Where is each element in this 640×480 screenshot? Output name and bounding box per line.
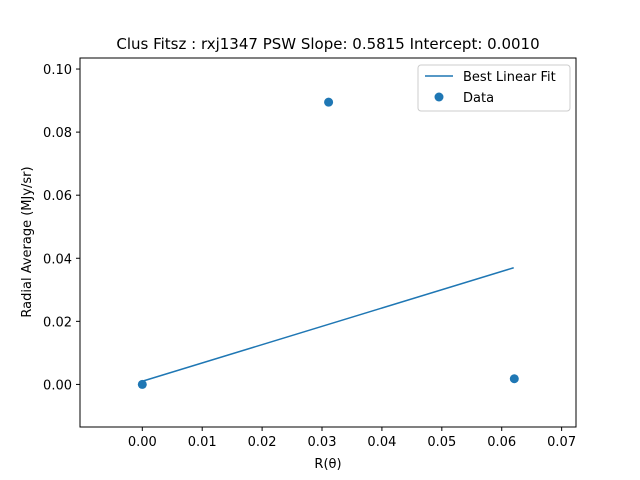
data-point xyxy=(509,374,519,384)
legend-entry-data: Data xyxy=(463,91,494,106)
x-tick-label: 0.07 xyxy=(547,435,576,450)
y-tick-label: 0.02 xyxy=(43,315,72,330)
y-tick-label: 0.00 xyxy=(43,378,72,393)
x-tick-label: 0.00 xyxy=(128,435,157,450)
x-tick-label: 0.02 xyxy=(248,435,277,450)
plot-area xyxy=(137,97,519,389)
legend: Best Linear Fit Data xyxy=(417,64,571,112)
legend-box xyxy=(417,64,571,112)
legend-entry-fit: Best Linear Fit xyxy=(463,70,556,85)
x-tick-label: 0.04 xyxy=(367,435,396,450)
y-axis-label: Radial Average (MJy/sr) xyxy=(20,166,35,317)
x-tick-label: 0.06 xyxy=(487,435,516,450)
y-tick-label: 0.08 xyxy=(43,126,72,141)
axes-frame xyxy=(79,57,577,428)
y-tick-label: 0.06 xyxy=(43,189,72,204)
data-point xyxy=(137,379,147,389)
x-tick-label: 0.03 xyxy=(308,435,337,450)
y-axis: 0.00 0.02 0.04 0.06 0.08 0.10 xyxy=(43,63,80,393)
y-tick-label: 0.04 xyxy=(43,252,72,267)
fit-line xyxy=(142,267,514,382)
x-axis-label: R(θ) xyxy=(314,457,341,472)
y-tick-label: 0.10 xyxy=(43,63,72,78)
x-tick-label: 0.05 xyxy=(427,435,456,450)
x-tick-label: 0.01 xyxy=(188,435,217,450)
x-axis: 0.00 0.01 0.02 0.03 0.04 0.05 0.06 0.07 xyxy=(128,427,576,450)
data-point xyxy=(324,97,334,107)
legend-marker-swatch xyxy=(434,92,444,102)
chart-title: Clus Fitsz : rxj1347 PSW Slope: 0.5815 I… xyxy=(116,35,539,53)
